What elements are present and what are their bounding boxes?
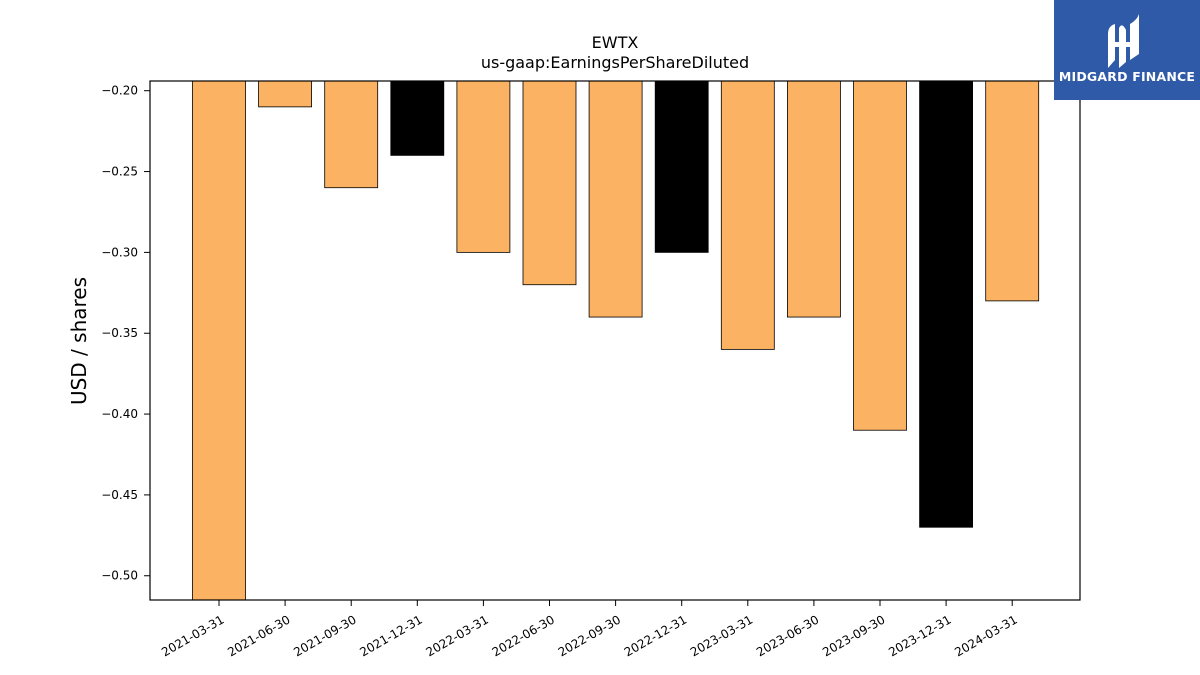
- bar-2022-12-31: [654, 80, 709, 253]
- x-tick-label-2021-03-31: 2021-03-31: [159, 612, 226, 659]
- y-tick-label: −0.50: [101, 569, 138, 583]
- x-tick-label-2023-09-30: 2023-09-30: [820, 612, 887, 659]
- x-tick-label-2023-06-30: 2023-06-30: [754, 612, 821, 659]
- bar-2022-03-31: [456, 80, 511, 253]
- x-tick-label-2022-12-31: 2022-12-31: [622, 612, 689, 659]
- y-tick-label: −0.20: [101, 84, 138, 98]
- midgard-finance-logo: MIDGARD FINANCE: [1054, 0, 1200, 100]
- bar-2021-09-30: [324, 80, 379, 189]
- x-tick-label-2021-12-31: 2021-12-31: [357, 612, 424, 659]
- bar-2023-09-30: [853, 80, 907, 431]
- bar-2022-09-30: [588, 80, 643, 318]
- x-tick-label-2021-06-30: 2021-06-30: [225, 612, 292, 659]
- y-tick-label: −0.25: [101, 165, 138, 179]
- chart-title: EWTX: [592, 33, 639, 52]
- y-tick-label: −0.45: [101, 488, 138, 502]
- y-ticks-group: −0.20 −0.25 −0.30 −0.35 −0.40 −0.45 −0.50: [101, 84, 150, 583]
- bar-2021-06-30: [258, 80, 313, 108]
- x-ticks-group: 2021-03-312021-06-302021-09-302021-12-31…: [159, 600, 1020, 659]
- y-axis-label: USD / shares: [67, 277, 91, 405]
- x-tick-label-2022-06-30: 2022-06-30: [490, 612, 557, 659]
- plot-frame: [149, 80, 1081, 601]
- y-tick-label: −0.35: [101, 326, 138, 340]
- bar-2023-03-31: [720, 80, 775, 350]
- y-tick-label: −0.40: [101, 407, 138, 421]
- x-tick-label-2023-12-31: 2023-12-31: [886, 612, 953, 659]
- x-tick-label-2021-09-30: 2021-09-30: [291, 612, 358, 659]
- bar-2023-12-31: [919, 80, 973, 528]
- logo-text: MIDGARD FINANCE: [1058, 69, 1196, 84]
- chart-subtitle: us-gaap:EarningsPerShareDiluted: [481, 53, 749, 72]
- x-tick-label-2022-03-31: 2022-03-31: [423, 612, 490, 659]
- bar-2022-06-30: [522, 80, 577, 286]
- x-tick-label-2023-03-31: 2023-03-31: [688, 612, 755, 659]
- y-tick-label: −0.30: [101, 245, 138, 259]
- bar-2023-06-30: [787, 80, 841, 318]
- bar-2024-03-31: [985, 80, 1040, 302]
- x-tick-label-2022-09-30: 2022-09-30: [556, 612, 623, 659]
- bar-2021-12-31: [390, 80, 445, 156]
- x-tick-label-2024-03-31: 2024-03-31: [952, 612, 1019, 659]
- midgard-logo-icon: [1108, 14, 1139, 68]
- bar-2021-03-31: [192, 80, 246, 601]
- bars-group: [192, 80, 1040, 601]
